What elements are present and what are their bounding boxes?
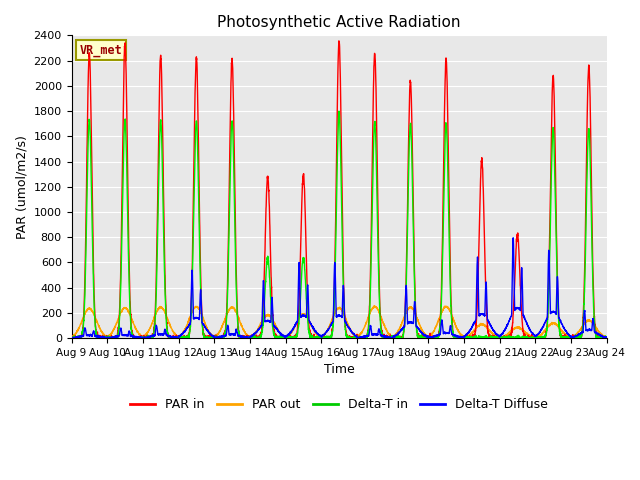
Y-axis label: PAR (umol/m2/s): PAR (umol/m2/s) bbox=[15, 135, 28, 239]
Legend: PAR in, PAR out, Delta-T in, Delta-T Diffuse: PAR in, PAR out, Delta-T in, Delta-T Dif… bbox=[125, 393, 553, 416]
Title: Photosynthetic Active Radiation: Photosynthetic Active Radiation bbox=[218, 15, 461, 30]
Text: VR_met: VR_met bbox=[79, 44, 122, 57]
X-axis label: Time: Time bbox=[324, 363, 355, 376]
